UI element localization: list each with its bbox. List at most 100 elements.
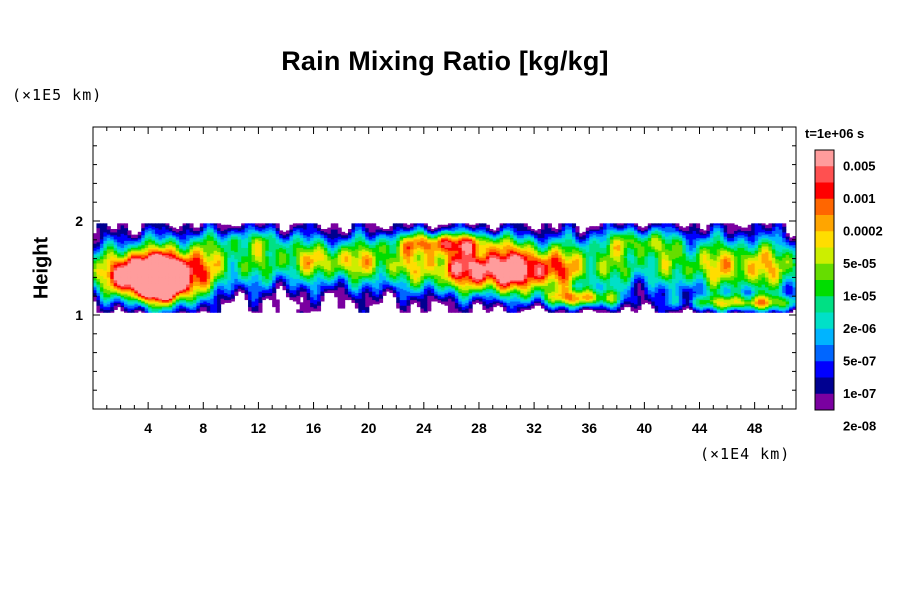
heatmap-cell xyxy=(341,299,346,302)
heatmap-cell xyxy=(523,288,528,291)
heatmap-cell xyxy=(168,288,173,291)
heatmap-cell xyxy=(499,293,504,296)
heatmap-cell xyxy=(733,286,739,289)
heatmap-cell xyxy=(699,307,704,310)
heatmap-cell xyxy=(234,292,239,295)
heatmap-cell xyxy=(210,310,215,313)
heatmap-cell xyxy=(186,298,191,301)
heatmap-cell xyxy=(141,306,146,309)
heatmap-cell xyxy=(451,302,456,305)
heatmap-cell xyxy=(575,296,580,299)
heatmap-cell xyxy=(272,300,277,303)
heatmap-cell xyxy=(465,302,470,305)
heatmap-cell xyxy=(127,285,132,288)
heatmap-cell xyxy=(299,302,304,305)
heatmap-cell xyxy=(478,302,484,305)
heatmap-cell xyxy=(537,291,542,294)
heatmap-cell xyxy=(537,288,542,291)
heatmap-cell xyxy=(416,293,421,296)
heatmap-cell xyxy=(206,293,211,296)
heatmap-cell xyxy=(751,303,756,306)
heatmap-cell xyxy=(192,291,197,294)
heatmap-cell xyxy=(537,295,542,298)
heatmap-cell xyxy=(506,309,511,312)
heatmap-cell xyxy=(379,299,384,302)
heatmap-cell xyxy=(227,296,232,299)
heatmap-cell xyxy=(582,286,587,289)
heatmap-cell xyxy=(578,289,583,292)
heatmap-cell xyxy=(789,306,794,309)
heatmap-cell xyxy=(217,292,222,295)
heatmap-cell xyxy=(561,296,566,299)
heatmap-cell xyxy=(144,306,149,309)
heatmap-cell xyxy=(599,303,604,306)
heatmap-cell xyxy=(434,299,439,302)
heatmap-cell xyxy=(637,295,642,298)
heatmap-cell xyxy=(775,300,780,303)
heatmap-cell xyxy=(117,292,122,295)
heatmap-cell xyxy=(317,286,322,289)
heatmap-cell xyxy=(330,291,335,294)
heatmap-cell xyxy=(361,303,366,306)
heatmap-cell xyxy=(155,303,160,306)
heatmap-cell xyxy=(320,295,325,298)
heatmap-cell xyxy=(671,293,676,296)
heatmap-cell xyxy=(575,302,580,305)
heatmap-cell xyxy=(196,307,201,310)
heatmap-cell xyxy=(775,292,780,295)
heatmap-cell xyxy=(551,300,556,303)
heatmap-cell xyxy=(761,299,766,302)
heatmap-cell xyxy=(613,300,618,303)
heatmap-cell xyxy=(217,305,222,308)
heatmap-cell xyxy=(406,293,411,296)
heatmap-cell xyxy=(492,302,497,305)
heatmap-cell xyxy=(306,299,311,302)
heatmap-cell xyxy=(410,289,415,292)
heatmap-cell xyxy=(468,298,473,301)
heatmap-cell xyxy=(516,295,521,298)
heatmap-cell xyxy=(527,299,532,302)
heatmap-cell xyxy=(747,307,752,310)
heatmap-cell xyxy=(516,293,521,296)
heatmap-cell xyxy=(630,286,635,289)
heatmap-cell xyxy=(165,309,170,312)
heatmap-cell xyxy=(365,296,370,299)
heatmap-cell xyxy=(585,298,590,301)
heatmap-cell xyxy=(520,302,525,305)
heatmap-cell xyxy=(751,305,756,308)
heatmap-cell xyxy=(561,298,566,301)
heatmap-cell xyxy=(744,299,749,302)
heatmap-cell xyxy=(582,307,587,310)
heatmap-cell xyxy=(723,296,728,299)
heatmap-cell xyxy=(499,303,504,306)
heatmap-cell xyxy=(217,302,222,305)
heatmap-cell xyxy=(234,291,239,294)
heatmap-cell xyxy=(737,293,742,296)
heatmap-cell xyxy=(189,305,194,308)
heatmap-cell xyxy=(768,298,773,301)
heatmap-cell xyxy=(771,286,776,289)
heatmap-cell xyxy=(530,288,535,291)
heatmap-cell xyxy=(582,306,587,309)
heatmap-cell xyxy=(520,286,525,289)
heatmap-cell xyxy=(251,295,256,298)
heatmap-cell xyxy=(523,299,528,302)
heatmap-cell xyxy=(740,295,745,298)
heatmap-cell xyxy=(258,291,263,294)
heatmap-cell xyxy=(640,300,645,303)
heatmap-cell xyxy=(485,296,490,299)
heatmap-cell xyxy=(299,288,304,291)
heatmap-cell xyxy=(709,305,714,308)
heatmap-cell xyxy=(747,291,752,294)
heatmap-cell xyxy=(299,292,304,295)
heatmap-cell xyxy=(161,299,166,302)
heatmap-cell xyxy=(665,286,670,289)
heatmap-cell xyxy=(720,291,725,294)
heatmap-cell xyxy=(110,288,115,291)
heatmap-cell xyxy=(723,302,728,305)
heatmap-cell xyxy=(740,300,745,303)
heatmap-cell xyxy=(189,306,194,309)
heatmap-cell xyxy=(716,302,721,305)
heatmap-cell xyxy=(93,296,98,299)
heatmap-cell xyxy=(117,291,122,294)
